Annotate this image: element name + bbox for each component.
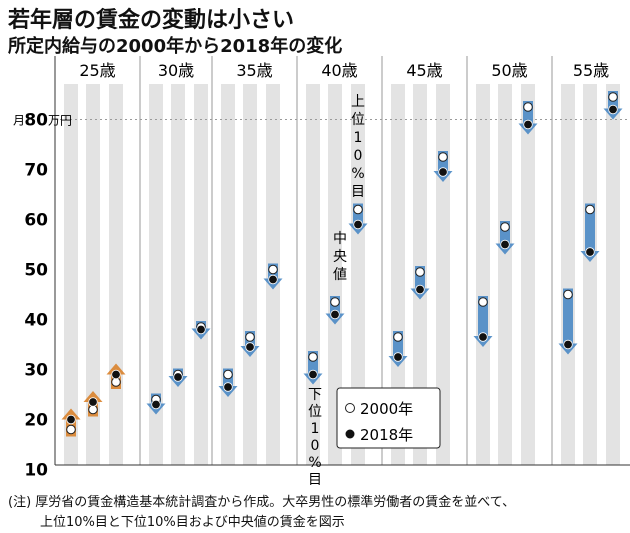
marker-2018	[66, 414, 76, 425]
marker-2018	[478, 332, 488, 342]
category-label: 30歳	[158, 61, 194, 80]
band-3-1	[328, 84, 342, 465]
change-arrow	[410, 266, 430, 300]
band-2-0	[221, 84, 235, 465]
y-unit-suffix: 万円	[48, 114, 72, 128]
legend-marker-2018	[345, 429, 355, 439]
y-tick-label: 10	[24, 461, 48, 481]
marker-2018	[523, 119, 533, 130]
marker-2000	[523, 102, 533, 112]
change-arrow	[348, 203, 368, 235]
marker-2000	[438, 152, 448, 162]
band-4-0	[391, 84, 405, 465]
marker-2018	[173, 372, 183, 382]
band-6-1	[583, 84, 597, 465]
marker-2000	[223, 369, 233, 380]
legend-box	[336, 387, 441, 449]
y-tick-label: 50	[24, 261, 48, 281]
y-tick-label: 60	[24, 211, 48, 231]
y-tick-label: 80	[24, 111, 48, 131]
marker-2018	[393, 352, 403, 362]
marker-2000	[245, 332, 255, 342]
change-arrow	[303, 351, 323, 385]
category-label: 50歳	[491, 61, 527, 80]
band-3-2	[351, 84, 365, 465]
band-6-2	[606, 84, 620, 465]
marker-2018	[196, 324, 206, 335]
band-0-0	[64, 84, 78, 465]
marker-2000	[563, 289, 573, 300]
callout-bottom10: 下位 1 0 %目	[308, 387, 322, 488]
y-tick-label: 40	[24, 311, 48, 331]
callout-median: 中央値	[333, 231, 347, 283]
marker-2000	[608, 92, 618, 102]
marker-2000	[353, 204, 363, 215]
category-label: 25歳	[79, 61, 115, 80]
change-arrow	[518, 101, 538, 135]
marker-2018	[563, 339, 573, 350]
marker-2018	[111, 369, 121, 380]
marker-2000	[268, 264, 278, 275]
band-5-1	[498, 84, 512, 465]
marker-2000	[478, 297, 488, 307]
band-5-0	[476, 84, 490, 465]
marker-2018	[268, 274, 278, 285]
marker-2018	[500, 239, 510, 250]
band-4-2	[436, 84, 450, 465]
band-6-0	[561, 84, 575, 465]
band-1-1	[171, 84, 185, 465]
y-tick-label: 70	[24, 161, 48, 181]
change-arrow	[558, 288, 578, 355]
marker-2018	[223, 382, 233, 392]
change-arrow	[388, 331, 408, 367]
marker-2018	[608, 104, 618, 115]
marker-2018	[330, 309, 340, 320]
marker-2018	[415, 284, 425, 295]
chart-subtitle: 所定内給与の2000年から2018年の変化	[8, 36, 343, 57]
category-label: 45歳	[406, 61, 442, 80]
marker-2000	[330, 297, 340, 307]
footnote-line-1: (注) 厚労省の賃金構造基本統計調査から作成。大卒男性の標準労働者の賃金を並べて…	[8, 495, 516, 510]
marker-2000	[585, 204, 595, 215]
band-5-2	[521, 84, 535, 465]
y-tick-label: 20	[24, 411, 48, 431]
change-arrow	[433, 151, 453, 182]
band-1-2	[194, 84, 208, 465]
change-arrow	[580, 203, 600, 262]
marker-2000	[66, 424, 76, 435]
y-unit-prefix: 月	[13, 114, 25, 128]
marker-2000	[500, 222, 510, 232]
marker-2018	[308, 369, 318, 380]
legend-label: 2018年	[360, 426, 413, 444]
category-label: 55歳	[573, 61, 609, 80]
marker-2000	[415, 267, 425, 277]
category-label: 35歳	[236, 61, 272, 80]
band-0-2	[109, 84, 123, 465]
category-label: 40歳	[321, 61, 357, 80]
marker-2018	[438, 167, 448, 177]
legend-marker-2000	[345, 403, 355, 413]
marker-2018	[353, 219, 363, 230]
legend-label: 2000年	[360, 400, 413, 418]
band-0-1	[86, 84, 100, 465]
marker-2000	[308, 352, 318, 362]
band-1-0	[149, 84, 163, 465]
marker-2018	[245, 342, 255, 352]
marker-2018	[151, 399, 161, 410]
change-arrow	[495, 221, 515, 255]
callout-top10: 上位 1 0 %目	[351, 94, 365, 200]
marker-2018	[585, 247, 595, 257]
band-2-1	[243, 84, 257, 465]
change-arrow	[473, 296, 493, 347]
chart-title: 若年層の賃金の変動は小さい	[8, 8, 295, 33]
marker-2000	[393, 332, 403, 342]
footnote-line-2: 上位10%目と下位10%目および中央値の賃金を図示	[40, 515, 345, 530]
marker-2018	[88, 397, 98, 407]
y-tick-label: 30	[24, 361, 48, 381]
